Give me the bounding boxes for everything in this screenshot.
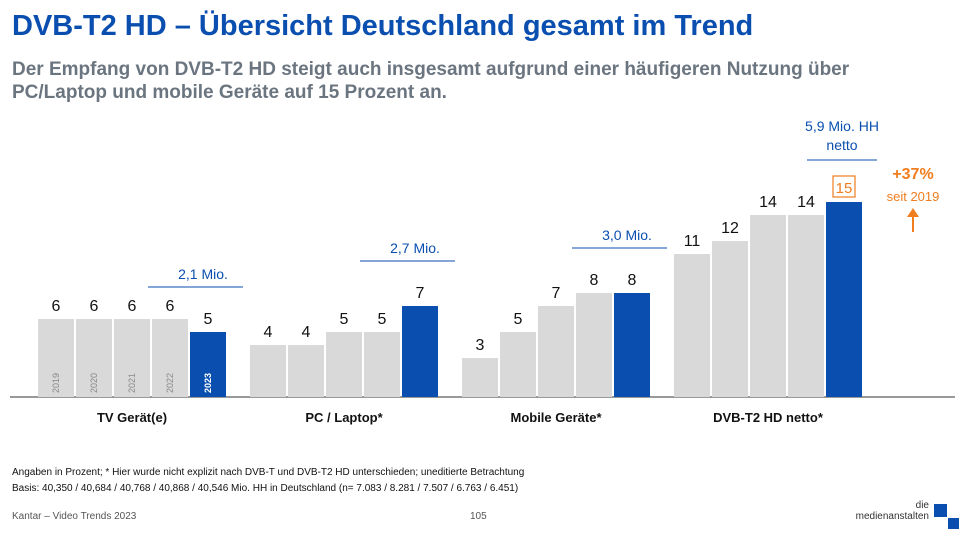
value-box (832, 175, 856, 198)
data-label: 14 (797, 194, 815, 211)
page-number: 105 (470, 511, 487, 522)
trend-arrow-head (907, 208, 919, 217)
bar-0-2020 (76, 319, 112, 397)
bar-2-2020 (500, 332, 536, 397)
year-label: 2022 (165, 373, 175, 393)
data-label: 8 (628, 272, 637, 289)
data-label: 12 (721, 220, 739, 237)
logo-line-1: die (915, 500, 929, 511)
footnote-line-1: Angaben in Prozent; * Hier wurde nicht e… (12, 467, 525, 478)
footnote: Angaben in Prozent; * Hier wurde nicht e… (12, 465, 524, 497)
trend-change: +37% (892, 166, 933, 183)
data-label: 7 (552, 285, 561, 302)
highlight-label-line-1: 5,9 Mio. HH (805, 118, 879, 134)
bar-3-2023 (826, 202, 862, 397)
bar-0-2021 (114, 319, 150, 397)
data-label: 14 (759, 194, 777, 211)
data-label: 4 (264, 324, 273, 341)
data-label: 6 (90, 298, 99, 315)
bar-3-2019 (674, 254, 710, 397)
data-label: 4 (302, 324, 311, 341)
highlight-label-line-2: netto (826, 137, 857, 153)
data-label: 11 (684, 233, 701, 250)
bar-2-2019 (462, 358, 498, 397)
year-label: 2019 (51, 373, 61, 393)
bar-3-2022 (788, 215, 824, 397)
data-label: 5 (204, 311, 213, 328)
year-label: 2020 (89, 373, 99, 393)
footnote-line-2: Basis: 40,350 / 40,684 / 40,768 / 40,868… (12, 483, 519, 494)
data-label: 6 (52, 298, 61, 315)
logo-line-2: medienanstalten (855, 511, 929, 522)
category-label: PC / Laptop* (305, 410, 383, 425)
bar-2-2023 (614, 293, 650, 397)
logo-square-large (934, 504, 947, 517)
category-label: Mobile Geräte* (510, 410, 602, 425)
bar-1-2022 (364, 332, 400, 397)
highlight-label: 2,1 Mio. (178, 266, 228, 282)
trend-since: seit 2019 (887, 189, 940, 204)
bar-3-2020 (712, 241, 748, 397)
bar-0-2022 (152, 319, 188, 397)
bar-0-2023 (190, 332, 226, 397)
data-label: 6 (166, 298, 175, 315)
medienanstalten-logo: die medienanstalten (838, 500, 963, 530)
data-label: 7 (416, 285, 425, 302)
logo-text: die medienanstalten (856, 500, 929, 522)
data-label-boxed: 15 (836, 180, 853, 197)
page-subtitle: Der Empfang von DVB-T2 HD steigt auch in… (12, 59, 850, 103)
bar-1-2023 (402, 306, 438, 397)
bar-0-2019 (38, 319, 74, 397)
footer-source: Kantar – Video Trends 2023 (12, 511, 137, 522)
highlight-label: 3,0 Mio. (602, 227, 652, 243)
bar-chart: 6 2019 6 2020 6 2021 6 2022 5 2023 TV Gerät(e) 2,1 … (10, 118, 955, 425)
bar-3-2021 (750, 215, 786, 397)
year-label: 2021 (127, 373, 137, 393)
category-label: TV Gerät(e) (97, 410, 167, 425)
highlight-label: 2,7 Mio. (390, 240, 440, 256)
data-label: 6 (128, 298, 137, 315)
bar-1-2019 (250, 345, 286, 397)
data-label: 5 (340, 311, 349, 328)
bar-2-2021 (538, 306, 574, 397)
data-label: 3 (476, 337, 485, 354)
page-title: DVB-T2 HD – Übersicht Deutschland gesamt… (12, 10, 754, 42)
bar-2-2022 (576, 293, 612, 397)
bar-1-2020 (288, 345, 324, 397)
data-label: 8 (590, 272, 599, 289)
logo-square-small (948, 518, 959, 529)
year-label: 2023 (203, 373, 213, 393)
category-label: DVB-T2 HD netto* (713, 410, 824, 425)
bar-1-2021 (326, 332, 362, 397)
data-label: 5 (514, 311, 523, 328)
data-label: 5 (378, 311, 387, 328)
